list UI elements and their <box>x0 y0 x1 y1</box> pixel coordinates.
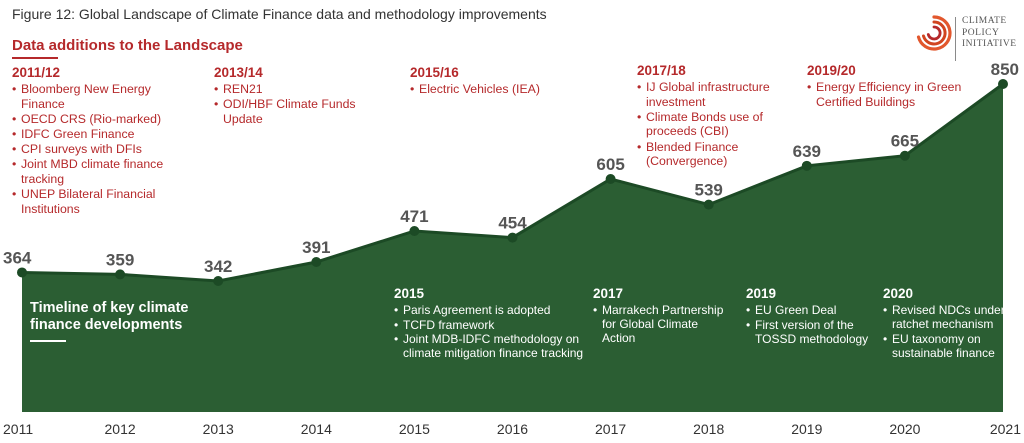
addition-item: IDFC Green Finance <box>12 127 197 142</box>
timeline-title: Timeline of key climate finance developm… <box>30 300 189 333</box>
addition-item: Energy Efficiency in Green Certified Bui… <box>807 80 965 109</box>
development-item: Marrakech Partnership for Global Climate… <box>593 303 733 345</box>
value-label-2020: 665 <box>891 132 919 151</box>
development-year: 2020 <box>883 286 914 301</box>
x-tick-label-2015: 2015 <box>399 421 430 437</box>
logo-line-3: INITIATIVE <box>962 39 1017 49</box>
development-year: 2019 <box>746 286 777 301</box>
x-tick-label-2016: 2016 <box>497 421 528 437</box>
data-point-2011 <box>17 267 27 278</box>
development-year: 2015 <box>394 286 425 301</box>
development-item: Joint MDB-IDFC methodology on climate mi… <box>394 332 584 360</box>
development-item: Paris Agreement is adopted <box>394 303 584 317</box>
data-point-2018 <box>703 199 714 210</box>
x-axis: 2011 2012 2013 2014 2015 2016 2017 2018 2019 2020… <box>3 421 1021 437</box>
section-heading: Data additions to the Landscape <box>12 37 243 54</box>
data-point-2013 <box>213 276 224 286</box>
addition-item: Bloomberg New Energy Finance <box>12 82 197 111</box>
development-item: EU Green Deal <box>746 303 884 317</box>
logo-line-2: POLICY <box>962 27 1000 38</box>
data-point-2012 <box>115 269 126 280</box>
addition-year: 2013/14 <box>214 65 263 80</box>
x-tick-label-2014: 2014 <box>301 421 332 437</box>
value-label-2015: 471 <box>400 207 428 226</box>
value-label-2014: 391 <box>302 238 330 257</box>
development-item: First version of the TOSSD methodology <box>746 318 884 346</box>
x-tick-label-2017: 2017 <box>595 421 626 437</box>
cpi-logo: CLIMATE POLICY INITIATIVE <box>916 13 1016 65</box>
value-label-2011: 364 <box>3 248 32 267</box>
addition-year: 2015/16 <box>410 65 459 80</box>
x-tick-label-2019: 2019 <box>791 421 822 437</box>
data-point-2014 <box>311 256 322 267</box>
addition-item: REN21 <box>214 82 364 97</box>
value-label-2021: 850 <box>991 60 1019 79</box>
value-label-2017: 605 <box>596 155 624 174</box>
addition-year: 2019/20 <box>807 63 856 78</box>
logo-wordmark: CLIMATE POLICY INITIATIVE <box>962 16 1017 51</box>
heading-underline <box>12 57 58 59</box>
development-2020: 2020 Revised NDCs under ratchet mechanis… <box>883 286 1017 360</box>
development-2017: 2017 Marrakech Partnership for Global Cl… <box>593 286 733 345</box>
data-addition-2013-14: 2013/14 REN21 ODI/HBF Climate Funds Upda… <box>214 65 364 126</box>
data-point-2021 <box>998 79 1008 89</box>
addition-item: Electric Vehicles (IEA) <box>410 82 590 97</box>
logo-line-1: CLIMATE <box>962 16 1007 26</box>
value-label-2019: 639 <box>793 142 821 161</box>
data-points <box>17 79 1008 286</box>
value-labels: 364 359 342 391 471 454 605 539 639 665 850 <box>3 60 1019 276</box>
data-point-2017 <box>605 174 616 185</box>
addition-item: CPI surveys with DFIs <box>12 142 197 157</box>
data-addition-2011-12: 2011/12 Bloomberg New Energy Finance OEC… <box>12 65 197 216</box>
development-2019: 2019 EU Green Deal First version of the … <box>746 286 884 346</box>
data-addition-2019-20: 2019/20 Energy Efficiency in Green Certi… <box>807 63 965 109</box>
x-tick-label-2020: 2020 <box>889 421 920 437</box>
addition-item: Blended Finance (Convergence) <box>637 140 797 169</box>
addition-item: ODI/HBF Climate Funds Update <box>214 97 364 126</box>
x-tick-label-2018: 2018 <box>693 421 724 437</box>
value-label-2018: 539 <box>695 181 723 200</box>
x-tick-label-2011: 2011 <box>3 421 33 437</box>
development-item: TCFD framework <box>394 318 584 332</box>
addition-item: OECD CRS (Rio-marked) <box>12 112 197 127</box>
addition-item: Joint MBD climate finance tracking <box>12 157 197 186</box>
addition-year: 2011/12 <box>12 65 61 80</box>
value-label-2016: 454 <box>498 214 527 233</box>
development-2015: 2015 Paris Agreement is adopted TCFD fra… <box>394 286 584 360</box>
cpi-logo-icon <box>916 15 952 51</box>
x-tick-label-2013: 2013 <box>203 421 234 437</box>
data-addition-2015-16: 2015/16 Electric Vehicles (IEA) <box>410 65 590 97</box>
x-tick-label-2021: 2021 <box>990 421 1021 437</box>
data-point-2015 <box>409 225 420 236</box>
addition-year: 2017/18 <box>637 63 686 78</box>
development-item: Revised NDCs under ratchet mechanism <box>883 303 1017 331</box>
data-addition-2017-18: 2017/18 IJ Global infrastructure investm… <box>637 63 797 169</box>
value-label-2012: 359 <box>106 250 134 269</box>
addition-item: IJ Global infrastructure investment <box>637 80 797 109</box>
addition-item: Climate Bonds use of proceeds (CBI) <box>637 110 797 139</box>
data-point-2019 <box>801 160 812 171</box>
development-item: EU taxonomy on sustainable finance <box>883 332 1017 360</box>
timeline-underline <box>30 340 66 342</box>
data-point-2016 <box>507 232 518 243</box>
development-year: 2017 <box>593 286 624 301</box>
x-tick-label-2012: 2012 <box>105 421 136 437</box>
value-label-2013: 342 <box>204 257 232 276</box>
data-point-2020 <box>899 150 910 161</box>
figure-title: Figure 12: Global Landscape of Climate F… <box>12 6 547 22</box>
logo-divider <box>955 17 956 61</box>
addition-item: UNEP Bilateral Financial Institutions <box>12 187 197 216</box>
